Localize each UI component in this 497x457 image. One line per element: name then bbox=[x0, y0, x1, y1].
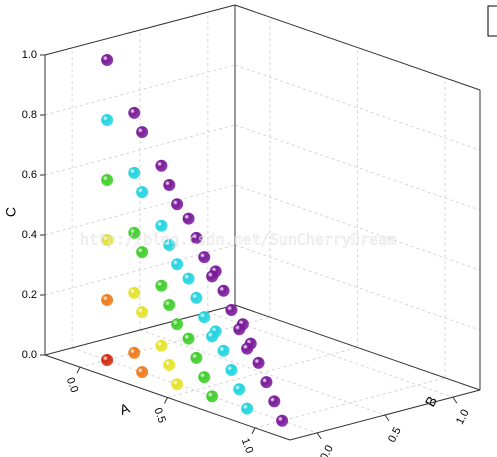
data-point bbox=[155, 279, 168, 292]
grid-line bbox=[234, 244, 481, 331]
data-point bbox=[163, 239, 176, 251]
data-point bbox=[101, 114, 114, 126]
x-tick-label: 0.5 bbox=[151, 406, 168, 424]
data-point bbox=[136, 186, 149, 199]
data-point bbox=[101, 234, 114, 246]
x-axis-label: A bbox=[117, 399, 132, 417]
data-point bbox=[190, 291, 203, 304]
data-point bbox=[155, 219, 168, 232]
tick-mark bbox=[76, 366, 81, 374]
data-point bbox=[225, 304, 238, 316]
data-point bbox=[171, 198, 184, 211]
data-point bbox=[268, 395, 281, 408]
tick-mark bbox=[164, 397, 168, 404]
z-tick-label: 0.8 bbox=[22, 109, 37, 121]
x-tick-label: 1.0 bbox=[239, 437, 256, 455]
z-tick-label: 0.2 bbox=[22, 289, 37, 301]
z-tick-label: 0.0 bbox=[22, 349, 37, 361]
axis-frame bbox=[44, 4, 236, 56]
data-point bbox=[136, 306, 149, 319]
data-point bbox=[206, 270, 219, 283]
data-point bbox=[128, 226, 141, 239]
data-point bbox=[136, 246, 149, 259]
data-point bbox=[171, 258, 184, 271]
data-point bbox=[276, 414, 289, 427]
data-point bbox=[101, 294, 114, 306]
data-point bbox=[225, 364, 238, 376]
grid-line bbox=[167, 347, 358, 398]
grid-line bbox=[234, 64, 481, 151]
data-point bbox=[101, 354, 114, 366]
grid-line bbox=[72, 347, 318, 434]
data-point bbox=[190, 231, 203, 244]
data-point bbox=[128, 166, 141, 179]
data-point bbox=[155, 339, 168, 352]
data-point bbox=[182, 272, 195, 285]
z-tick-label: 0.6 bbox=[22, 169, 37, 181]
data-point bbox=[182, 212, 195, 225]
data-point bbox=[260, 376, 273, 389]
data-point bbox=[198, 311, 211, 324]
tick-mark bbox=[251, 427, 256, 435]
y-tick-label: 1.0 bbox=[454, 408, 472, 427]
grid-line bbox=[234, 124, 481, 211]
data-point bbox=[252, 356, 265, 369]
data-point bbox=[206, 390, 219, 403]
y-tick-label: 0.0 bbox=[318, 443, 336, 457]
watermark: http://blog.csdn.net/SunCherryDream bbox=[80, 231, 396, 249]
grid-line bbox=[207, 311, 453, 398]
axis-frame bbox=[234, 4, 481, 91]
tick-mark bbox=[384, 414, 390, 422]
legend-box bbox=[487, 5, 497, 37]
data-point bbox=[163, 179, 176, 191]
data-point bbox=[171, 378, 184, 391]
data-point bbox=[241, 342, 254, 355]
data-point bbox=[198, 371, 211, 384]
data-point bbox=[128, 346, 141, 359]
data-point bbox=[101, 54, 114, 66]
data-point bbox=[128, 286, 141, 299]
data-point bbox=[206, 330, 219, 343]
data-point bbox=[155, 159, 168, 172]
tick-mark bbox=[452, 396, 458, 404]
data-point bbox=[198, 251, 211, 264]
data-point bbox=[233, 383, 246, 396]
z-tick-label: 0.4 bbox=[22, 229, 37, 241]
data-point bbox=[163, 299, 176, 311]
axis-frame bbox=[234, 304, 481, 391]
x-tick-label: 0.0 bbox=[64, 376, 81, 394]
data-point bbox=[233, 323, 246, 336]
data-point bbox=[190, 351, 203, 364]
data-point bbox=[136, 126, 149, 139]
grid-line bbox=[139, 329, 386, 416]
data-point bbox=[217, 284, 230, 297]
data-point bbox=[128, 106, 141, 119]
data-point bbox=[217, 344, 230, 357]
z-axis-label: C bbox=[3, 207, 19, 217]
data-point bbox=[136, 366, 149, 379]
data-point bbox=[241, 402, 254, 415]
data-point bbox=[163, 359, 176, 371]
y-tick-label: 0.5 bbox=[386, 425, 404, 444]
data-point bbox=[101, 174, 114, 186]
data-point bbox=[171, 318, 184, 331]
grid-line bbox=[234, 184, 481, 271]
tick-mark bbox=[316, 432, 322, 440]
data-point bbox=[182, 332, 195, 345]
z-tick-label: 1.0 bbox=[22, 49, 37, 61]
